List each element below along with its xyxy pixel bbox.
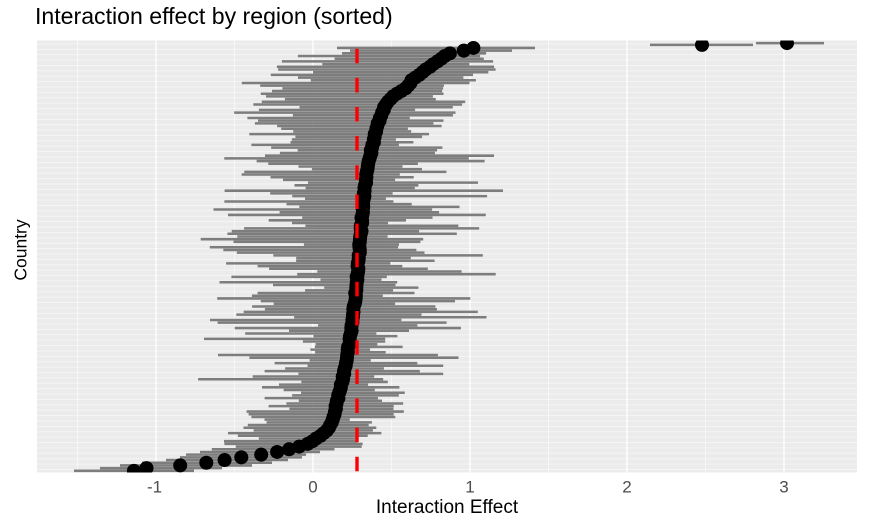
svg-text:3: 3	[779, 478, 788, 497]
svg-text:Interaction Effect: Interaction Effect	[376, 497, 519, 518]
svg-text:Country: Country	[11, 219, 31, 281]
svg-text:-1: -1	[147, 478, 162, 497]
svg-text:Interaction effect by region (: Interaction effect by region (sorted)	[35, 3, 393, 29]
svg-text:2: 2	[622, 478, 631, 497]
svg-text:0: 0	[308, 478, 317, 497]
svg-text:1: 1	[465, 478, 474, 497]
